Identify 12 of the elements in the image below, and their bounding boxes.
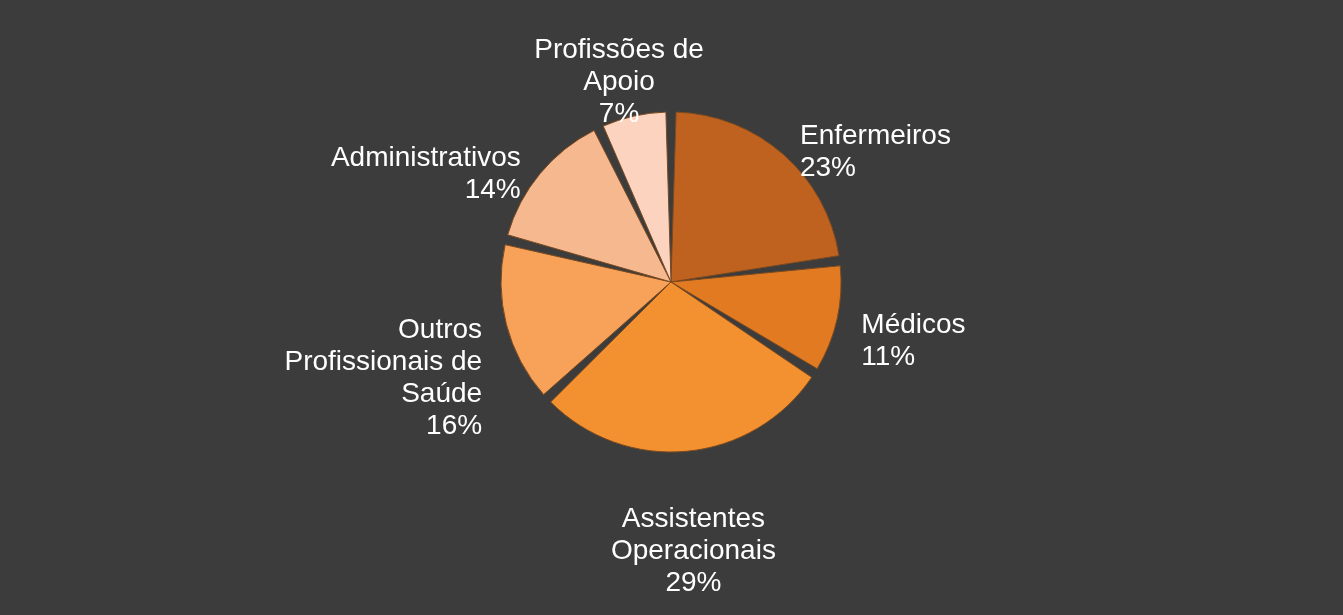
data-label: 14%	[464, 172, 521, 204]
slice-label: Outros Profissionais de Saúde	[284, 313, 483, 409]
slice-label: Assistentes Operacionais	[610, 501, 776, 565]
slice-label: Enfermeiros	[799, 118, 951, 150]
data-label: 11%	[861, 339, 916, 371]
slice-label: Administrativos	[330, 140, 521, 172]
data-label: 7%	[598, 96, 640, 128]
slice-label: Profissões de Apoio	[534, 32, 704, 96]
slice-label: Médicos	[861, 307, 966, 339]
data-label: 23%	[799, 150, 856, 182]
data-label: 29%	[665, 565, 722, 597]
data-label: 16%	[426, 409, 483, 441]
